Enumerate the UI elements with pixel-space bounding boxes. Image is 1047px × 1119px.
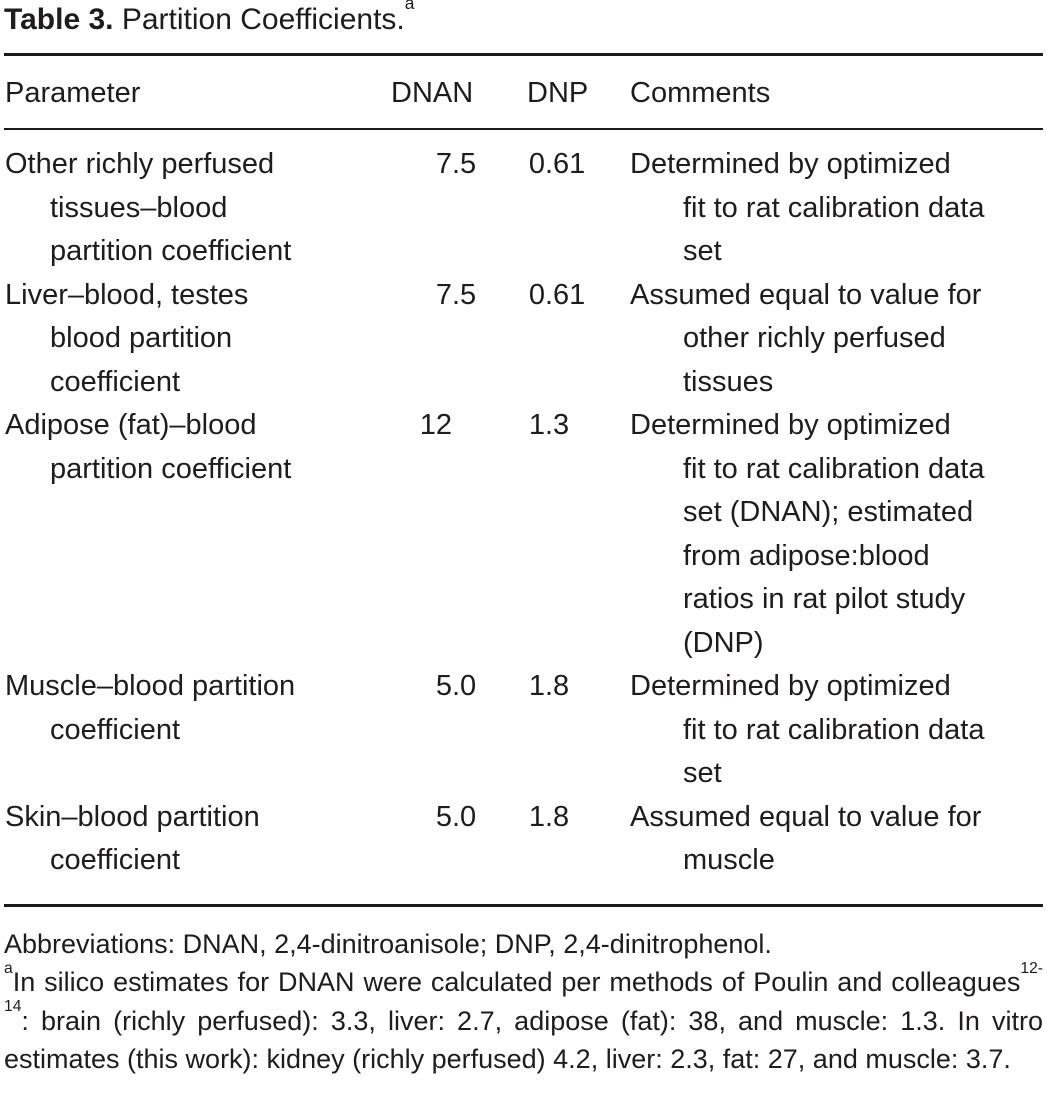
table-footnotes: Abbreviations: DNAN, 2,4-dinitroanisole;… [4,925,1043,1079]
dnan-value-cell: 7.5 [389,129,522,274]
table-row: Muscle–blood partition coefficient 5.0 1… [4,665,1043,796]
dnp-value-cell: 1.8 [522,665,626,796]
table-footnote-marker: a [404,0,415,13]
table-row: Other richly perfused tissues–blood part… [4,129,1043,274]
footnote-a-text-1: In silico estimates for DNAN were calcul… [12,967,1021,997]
comments-cell: Determined by optimized fit to rat calib… [630,148,985,267]
table-caption-text: Partition Coefficients. [121,3,405,36]
column-header-dnan: DNAN [391,77,474,109]
column-header-comments: Comments [630,77,771,109]
value-integer-part: 0 [528,148,545,180]
value-integer-part: 5 [435,670,452,702]
dnan-value-cell: 7.5 [389,274,522,405]
value-integer-part: 0 [528,278,545,311]
parameter-cell: Skin–blood partition coefficient [5,800,260,877]
value-fraction-part: .61 [545,148,586,180]
value-integer-part: 1 [528,800,545,833]
value-fraction-part: .8 [545,670,570,702]
value-fraction-part: .0 [452,800,477,833]
dnp-value-cell: 1.8 [522,796,626,906]
dnan-value-cell: 5.0 [389,665,522,796]
parameter-cell: Muscle–blood partition coefficient [5,670,296,746]
partition-coefficients-table: Parameter DNAN DNP Comments Other richly… [4,53,1043,907]
footnote-a-text-2: : brain (richly perfused): 3.3, liver: 2… [4,1005,1043,1075]
abbreviations-note: Abbreviations: DNAN, 2,4-dinitroanisole;… [4,928,772,959]
column-header-dnp: DNP [527,77,589,109]
parameter-cell: Adipose (fat)–blood partition coefficien… [5,409,292,485]
value-fraction-part: .8 [545,800,570,833]
value-fraction-part: .5 [452,278,477,311]
value-integer-part: 12 [419,409,452,441]
column-header-parameter: Parameter [5,77,141,109]
header-row: Parameter DNAN DNP Comments [4,55,1043,130]
comments-cell: Assumed equal to value for other richly … [630,278,982,398]
value-fraction-part: .0 [452,670,477,702]
comments-cell: Determined by optimized fit to rat calib… [630,670,985,789]
value-integer-part: 7 [435,148,452,180]
table-row: Liver–blood, testes blood partition coef… [4,274,1043,405]
parameter-cell: Liver–blood, testes blood partition coef… [5,278,249,398]
comments-cell: Determined by optimized fit to rat calib… [630,409,985,659]
dnan-value-cell: 12 [389,404,522,665]
table-header: Parameter DNAN DNP Comments [4,54,1043,130]
table-body: Other richly perfused tissues–blood part… [4,129,1043,905]
comments-cell: Assumed equal to value for muscle [630,800,982,877]
value-integer-part: 1 [528,409,545,441]
parameter-cell: Other richly perfused tissues–blood part… [5,148,292,267]
dnan-value-cell: 5.0 [389,796,522,906]
value-integer-part: 5 [435,800,452,833]
value-integer-part: 7 [435,278,452,311]
value-fraction-part: .3 [545,409,570,441]
dnp-value-cell: 1.3 [522,404,626,665]
table-row: Adipose (fat)–blood partition coefficien… [4,404,1043,665]
table-caption: Table 3. Partition Coefficients.a [4,0,1043,37]
footnote-a: aIn silico estimates for DNAN were calcu… [4,959,1043,1079]
value-fraction-part: .61 [545,278,586,311]
value-integer-part: 1 [528,670,545,702]
footnote-a-marker: a [4,959,13,977]
value-fraction-part: .5 [452,148,477,180]
dnp-value-cell: 0.61 [522,274,626,405]
footnote-a-reference-citation: 12-14 [4,959,1043,1016]
table-number: Table 3. [4,3,114,36]
dnp-value-cell: 0.61 [522,129,626,274]
table-row: Skin–blood partition coefficient 5.0 1.8… [4,796,1043,906]
